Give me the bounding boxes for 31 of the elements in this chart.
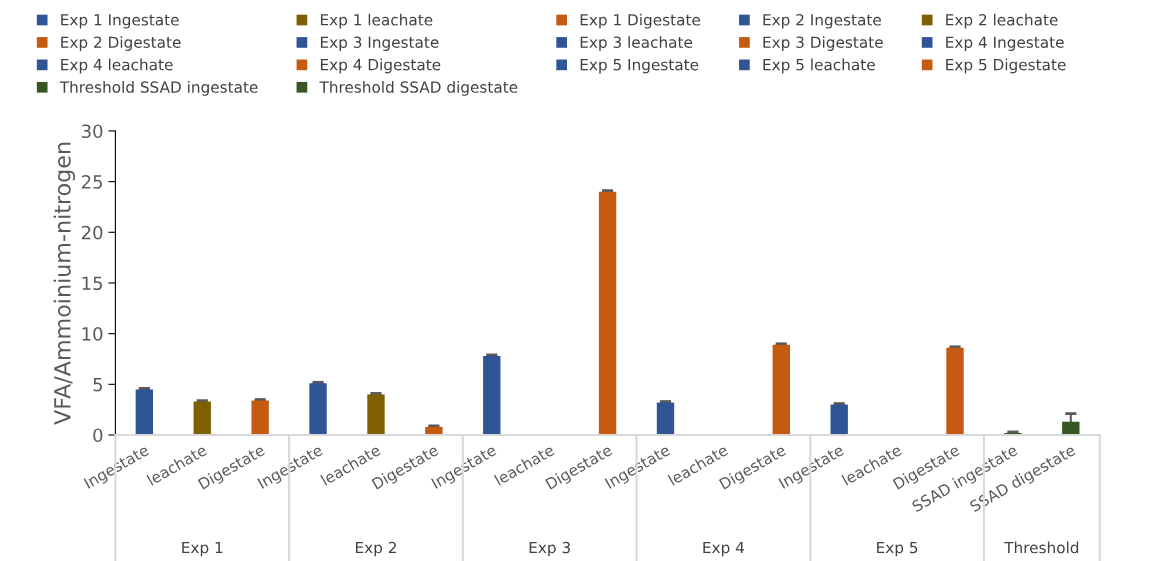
legend-label: Exp 2 Ingestate: [763, 14, 881, 29]
legend-label: Exp 3 Ingestate: [320, 36, 439, 51]
text: Exp 5: [877, 541, 918, 557]
legend-label: Exp 5 Digestate: [946, 58, 1066, 74]
y-tick-label: 25: [81, 175, 103, 189]
text: Exp 1: [182, 541, 223, 557]
y-tick-label: 10: [82, 327, 103, 341]
legend-label: Exp 4 Digestate: [320, 58, 441, 74]
text: Exp 4: [703, 541, 745, 557]
y-tick-label: 30: [82, 124, 103, 139]
y-tick-label: 5: [93, 378, 103, 392]
legend-label: Exp 2 Digestate: [61, 36, 181, 51]
legend-label: Exp 1 Ingestate: [61, 14, 179, 29]
legend-label: Threshold SSAD digestate: [319, 81, 518, 96]
y-tick-label: 20: [81, 225, 103, 240]
y-axis-title: VFA/Ammoinium-nitrogen: [53, 142, 76, 425]
legend-label: Threshold SSAD ingestate: [59, 81, 258, 96]
legend-label: Exp 5 leachate: [763, 58, 875, 74]
legend-label: Exp 4 Ingestate: [946, 36, 1064, 51]
y-tick-label: 15: [82, 276, 103, 291]
legend-label: Exp 3 leachate: [580, 36, 693, 51]
text: Exp 2: [355, 541, 396, 557]
legend-label: Exp 1 Digestate: [580, 13, 701, 29]
legend-label: Exp 5 Ingestate: [580, 59, 699, 74]
legend-label: Exp 2 leachate: [946, 13, 1058, 29]
legend-label: Exp 4 leachate: [61, 58, 173, 74]
legend-label: Exp 3 Digestate: [763, 36, 883, 51]
legend-label: Exp 1 leachate: [320, 13, 433, 29]
text: Threshold: [1004, 541, 1079, 554]
text: Exp 3: [529, 541, 570, 557]
y-tick-label: 0: [93, 428, 103, 443]
